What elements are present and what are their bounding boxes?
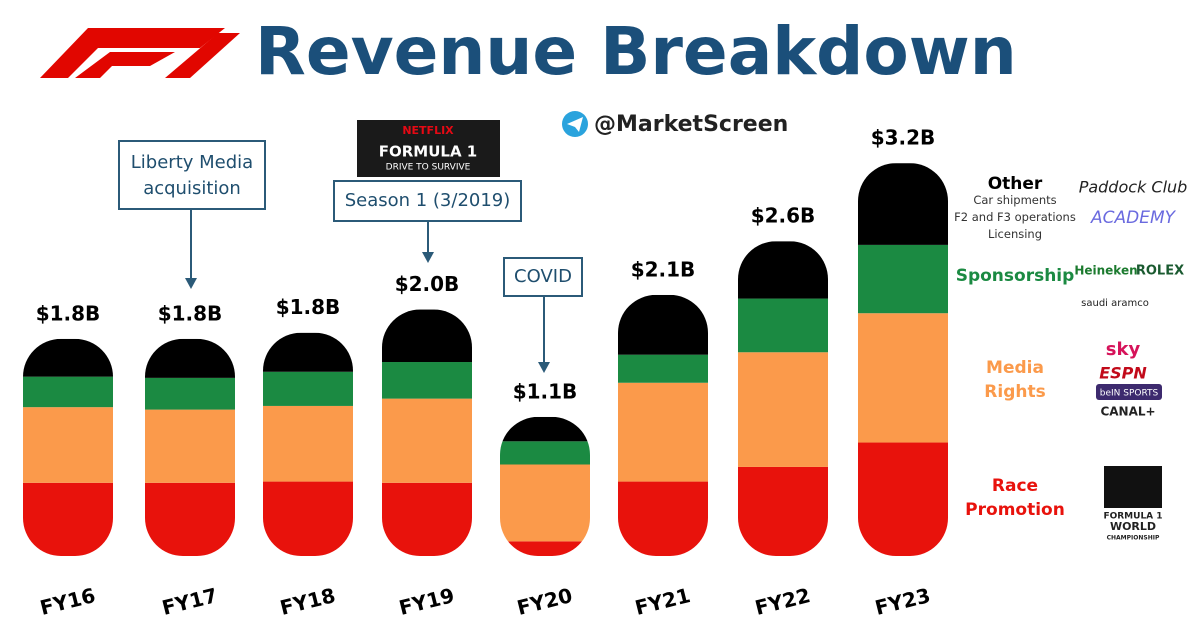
telegram-plane bbox=[567, 117, 583, 132]
value-label: $2.0B bbox=[395, 272, 460, 296]
bar-segment bbox=[738, 352, 828, 467]
x-tick-label: FY21 bbox=[633, 583, 693, 620]
other-detail: Licensing bbox=[987, 227, 1043, 241]
x-tick-label: FY16 bbox=[38, 583, 98, 620]
netflix-banner bbox=[357, 120, 500, 177]
bar-group bbox=[23, 338, 113, 556]
logo: ESPN bbox=[1099, 364, 1147, 383]
bar-segment bbox=[23, 482, 113, 556]
bar-segment bbox=[145, 377, 235, 410]
bar-segment bbox=[145, 338, 235, 378]
bar-group bbox=[145, 338, 235, 556]
bar-segment bbox=[618, 481, 708, 556]
x-tick-label: FY20 bbox=[515, 583, 575, 620]
bar-segment bbox=[263, 405, 353, 482]
bar-segment bbox=[263, 371, 353, 406]
value-label: $1.8B bbox=[36, 301, 101, 325]
bar-group bbox=[382, 309, 472, 556]
logo: CHAMPIONSHIP bbox=[1107, 535, 1160, 542]
bar-group bbox=[738, 241, 828, 556]
bar-segment bbox=[23, 407, 113, 483]
value-label: $2.1B bbox=[631, 257, 696, 281]
logo: Heineken bbox=[1074, 264, 1137, 278]
bar-segment bbox=[618, 294, 708, 355]
bar-segment bbox=[500, 464, 590, 542]
logo: beIN SPORTS bbox=[1100, 389, 1159, 399]
bar-segment bbox=[263, 481, 353, 556]
logo: WORLD bbox=[1110, 520, 1156, 533]
value-label: $1.1B bbox=[513, 379, 578, 403]
bar-segment bbox=[738, 298, 828, 353]
bar-segment bbox=[382, 309, 472, 363]
bar-segment bbox=[858, 163, 948, 245]
logos: Paddock Club ACADEMY Heineken ROLEX saud… bbox=[1074, 178, 1187, 542]
bar-segment bbox=[618, 382, 708, 482]
other-detail: Car shipments bbox=[973, 193, 1057, 207]
x-tick-label: FY17 bbox=[160, 583, 220, 620]
netflix-logo: NETFLIX bbox=[402, 124, 454, 137]
other-details: Car shipments F2 and F3 operations Licen… bbox=[950, 192, 1080, 243]
f1-logo bbox=[40, 28, 240, 78]
bar-segment bbox=[500, 416, 590, 442]
bar-segment bbox=[145, 482, 235, 556]
bar-group bbox=[500, 416, 590, 556]
annotation: Season 1 (3/2019) bbox=[333, 180, 522, 222]
bar-group bbox=[263, 332, 353, 556]
chart-title: Revenue Breakdown bbox=[255, 13, 1017, 90]
x-tick-label: FY18 bbox=[278, 583, 338, 620]
x-tick-label: FY22 bbox=[753, 583, 813, 620]
x-tick-label: FY19 bbox=[397, 583, 457, 620]
bar-group bbox=[618, 294, 708, 556]
bar-segment bbox=[858, 244, 948, 314]
annotation: Liberty Media acquisition bbox=[118, 140, 266, 210]
logo: ACADEMY bbox=[1090, 208, 1177, 228]
x-tick-label: FY23 bbox=[873, 583, 933, 620]
bar-segment bbox=[145, 409, 235, 483]
logo: CANAL+ bbox=[1100, 405, 1155, 419]
bar-segment bbox=[382, 398, 472, 483]
logo: ROLEX bbox=[1136, 264, 1184, 279]
value-label: $2.6B bbox=[751, 204, 816, 228]
logo: sky bbox=[1106, 339, 1141, 360]
value-label: $3.2B bbox=[871, 126, 936, 150]
logo: saudi aramco bbox=[1081, 298, 1149, 309]
bar-segment bbox=[263, 332, 353, 372]
netflix-show: FORMULA 1 bbox=[379, 143, 477, 161]
annotation: COVID bbox=[503, 257, 583, 297]
bar-group bbox=[858, 163, 948, 556]
value-label: $1.8B bbox=[158, 301, 223, 325]
bar-segment bbox=[618, 354, 708, 383]
bar-segment bbox=[23, 338, 113, 377]
other-detail: F2 and F3 operations bbox=[954, 210, 1076, 224]
bar-segment bbox=[500, 441, 590, 465]
arrows bbox=[185, 210, 550, 373]
legend-label: Other bbox=[987, 174, 1043, 194]
handle: @MarketScreen bbox=[594, 112, 788, 137]
bar-segment bbox=[738, 241, 828, 299]
logo: FORMULA 1 bbox=[1103, 512, 1162, 522]
bar-segment bbox=[738, 466, 828, 556]
bar-segment bbox=[382, 362, 472, 399]
bar-segment bbox=[382, 482, 472, 556]
legend-label: Race Promotion bbox=[965, 476, 1065, 520]
netflix-subtitle: DRIVE TO SURVIVE bbox=[386, 163, 471, 173]
bar-segment bbox=[500, 541, 590, 556]
legend-label: Sponsorship bbox=[955, 266, 1075, 286]
bar-segment bbox=[23, 376, 113, 408]
logo: Paddock Club bbox=[1079, 178, 1188, 197]
bar-segment bbox=[858, 313, 948, 443]
bar-segment bbox=[858, 442, 948, 556]
value-label: $1.8B bbox=[276, 295, 341, 319]
legend-label: Media Rights bbox=[984, 358, 1046, 402]
